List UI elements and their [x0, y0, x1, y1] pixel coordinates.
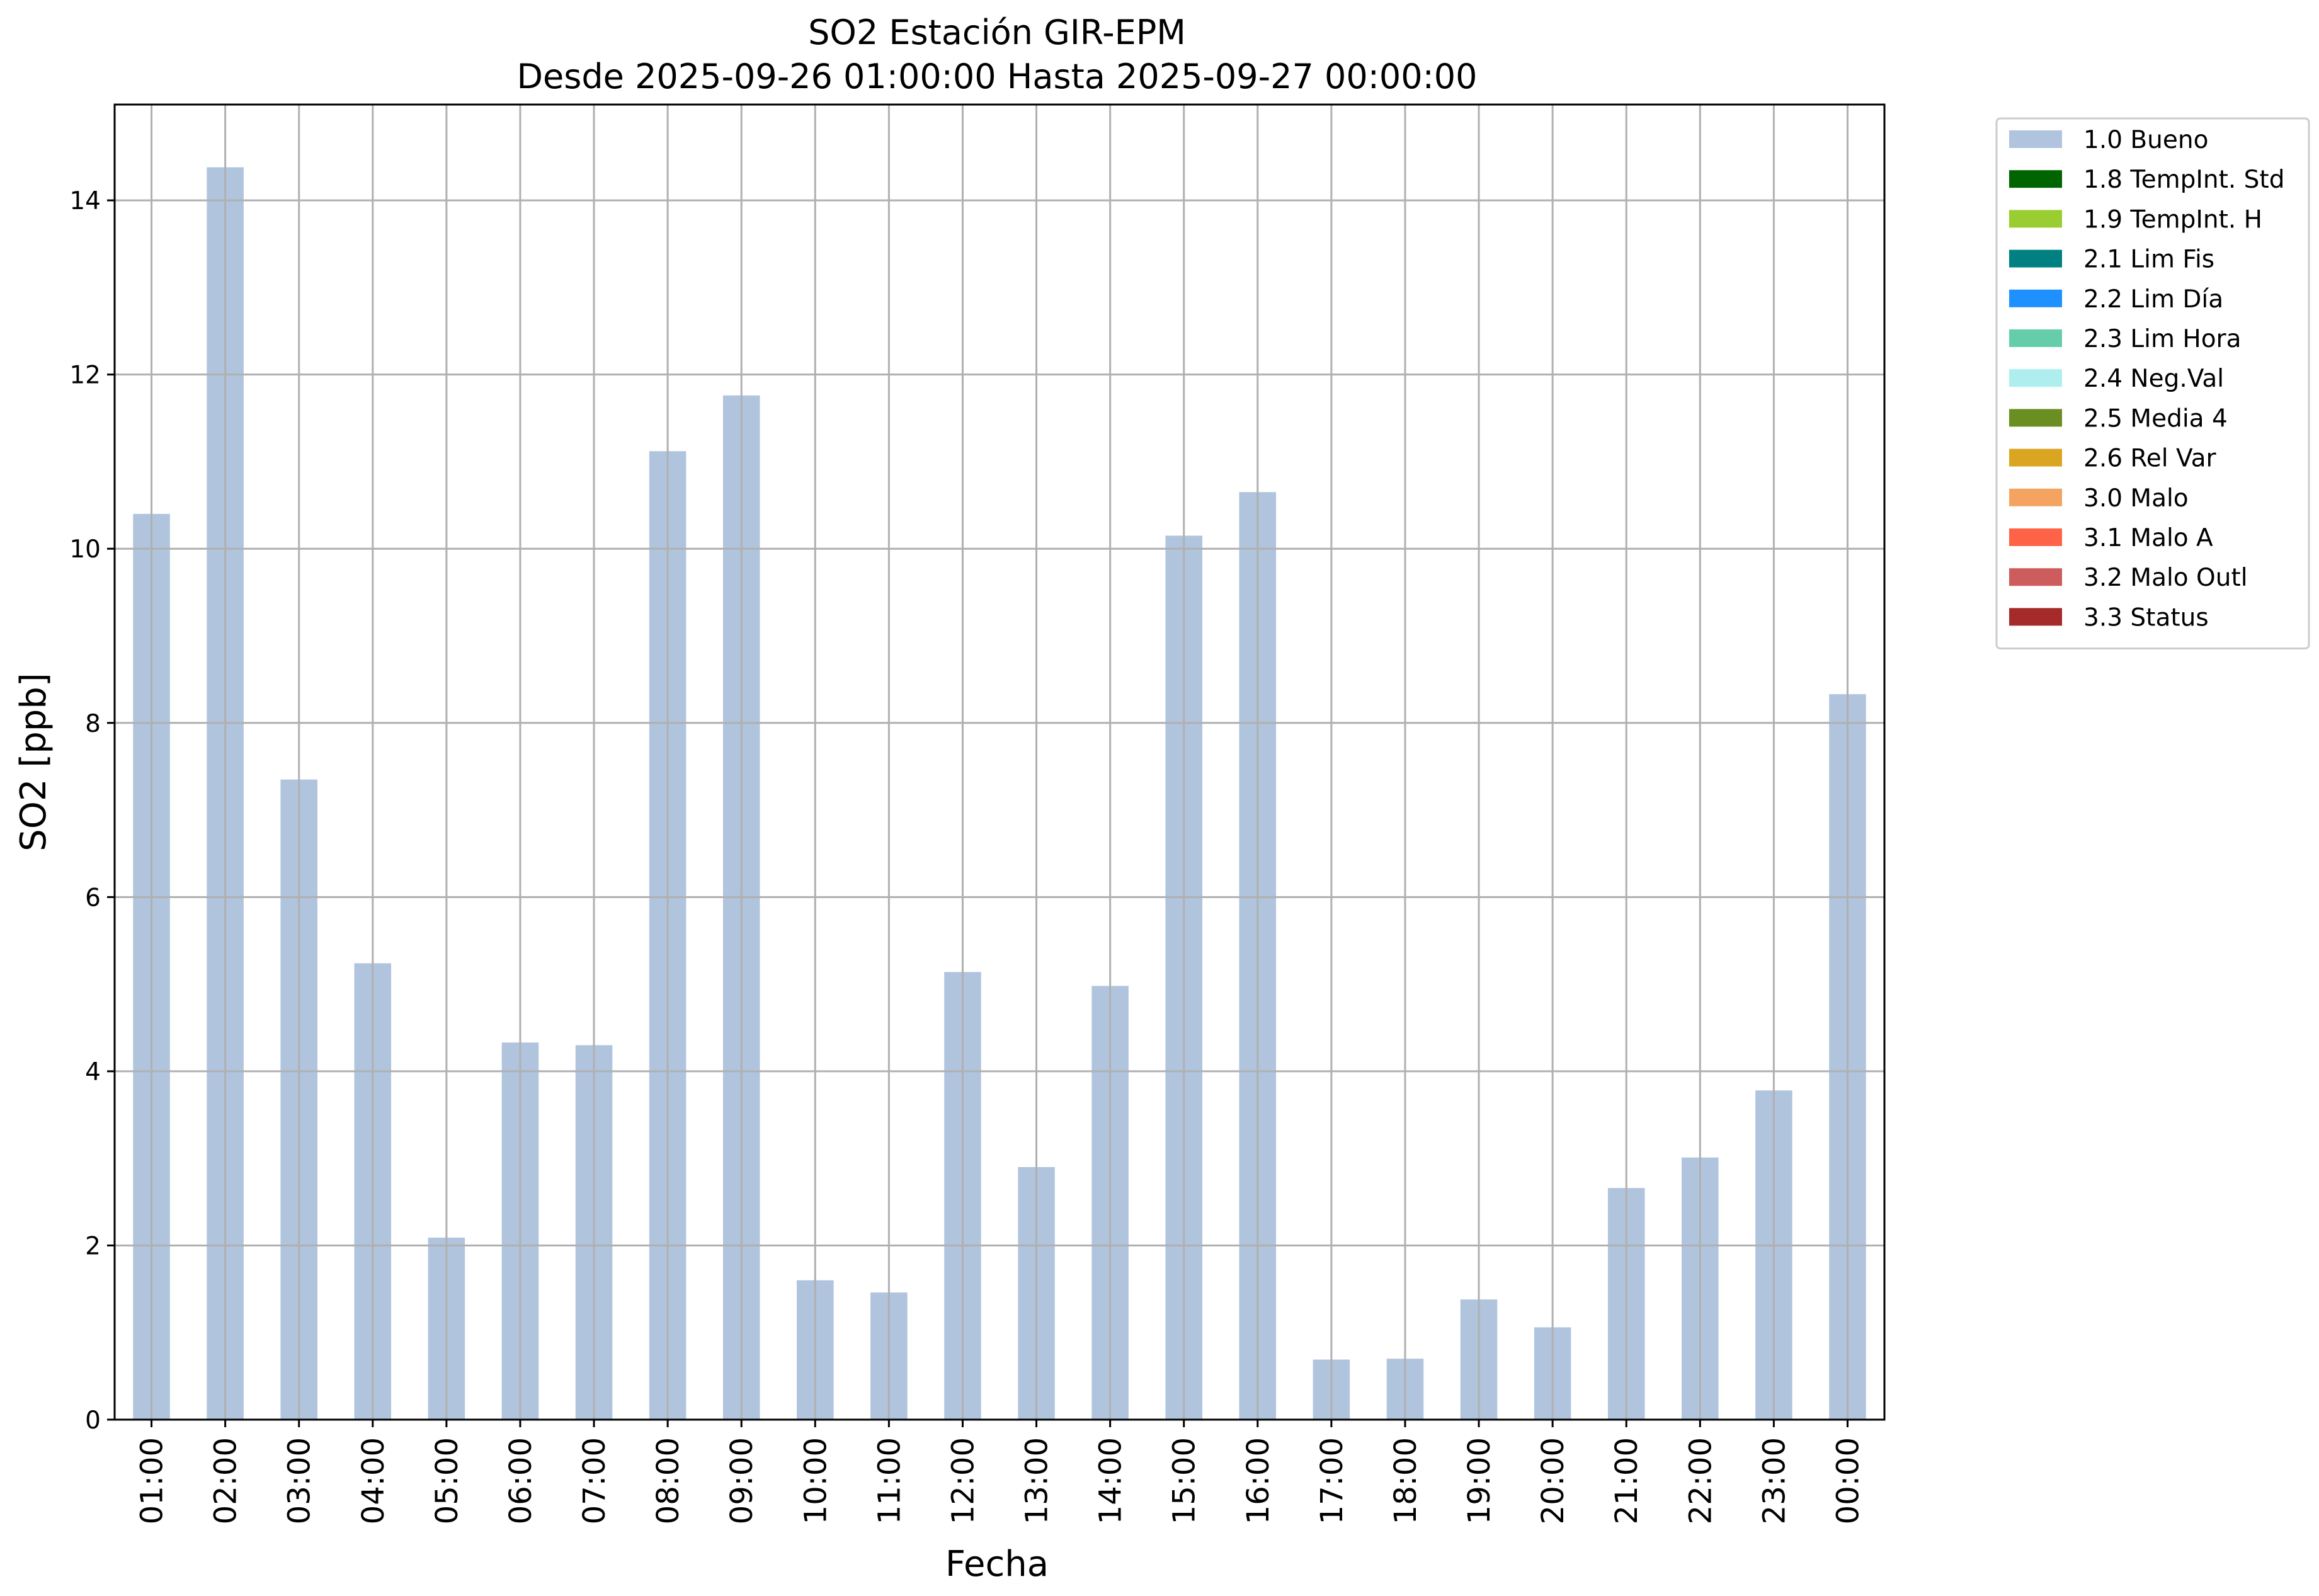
legend-label: 2.1 Lim Fis [2083, 246, 2214, 274]
x-tick-label-00:00: 00:00 [1830, 1437, 1866, 1524]
y-tick-label: 2 [85, 1232, 101, 1260]
y-axis-label: SO2 [ppb] [13, 673, 54, 851]
x-tick-label-18:00: 18:00 [1388, 1437, 1423, 1524]
legend-swatch [2009, 130, 2062, 148]
legend-label: 2.6 Rel Var [2083, 445, 2217, 473]
legend-label: 3.3 Status [2083, 603, 2209, 632]
x-tick-label-12:00: 12:00 [945, 1437, 981, 1524]
x-tick-label-10:00: 10:00 [798, 1437, 833, 1524]
y-axis-ticks: 0 2 4 6 8 10 12 14 [69, 187, 115, 1435]
legend-swatch [2009, 170, 2062, 188]
legend-swatch [2009, 289, 2062, 307]
y-tick-label: 10 [69, 535, 101, 564]
legend-label: 2.2 Lim Día [2083, 285, 2223, 314]
x-tick-label-21:00: 21:00 [1609, 1437, 1644, 1524]
x-tick-label-20:00: 20:00 [1536, 1437, 1571, 1524]
x-axis-ticks: 01:00 02:00 03:00 04:00 05:00 06:00 07:00 08:00… [135, 1420, 1866, 1524]
chart-title: SO2 Estación GIR-EPM [808, 13, 1186, 52]
chart-subtitle: Desde 2025-09-26 01:00:00 Hasta 2025-09-… [516, 57, 1477, 96]
legend-label: 2.5 Media 4 [2083, 404, 2228, 433]
plot-frame [113, 103, 1886, 1421]
legend-swatch [2009, 249, 2062, 268]
legend-swatch [2009, 409, 2062, 427]
legend-box [1995, 117, 2310, 650]
x-tick-label-06:00: 06:00 [503, 1437, 538, 1524]
legend-swatch [2009, 528, 2062, 546]
legend-label: 3.1 Malo A [2083, 524, 2213, 552]
y-tick-label: 12 [69, 362, 101, 390]
x-tick-label-14:00: 14:00 [1093, 1437, 1129, 1524]
x-tick-label-03:00: 03:00 [282, 1437, 317, 1524]
x-tick-label-01:00: 01:00 [135, 1437, 170, 1524]
legend-label: 1.0 Bueno [2083, 126, 2208, 154]
x-tick-label-02:00: 02:00 [208, 1437, 244, 1524]
legend-swatch [2009, 608, 2062, 626]
x-tick-label-19:00: 19:00 [1462, 1437, 1497, 1524]
plot-background [115, 105, 1884, 1420]
x-tick-label-13:00: 13:00 [1020, 1437, 1055, 1524]
y-tick-label: 8 [85, 710, 101, 738]
legend-label: 1.9 TempInt. H [2083, 205, 2262, 234]
legend-swatch [2009, 210, 2062, 228]
x-tick-label-11:00: 11:00 [872, 1437, 907, 1524]
x-tick-label-22:00: 22:00 [1683, 1437, 1718, 1524]
legend-label: 2.4 Neg.Val [2083, 365, 2224, 393]
legend-swatch [2009, 369, 2062, 387]
grid-lines [115, 105, 1884, 1421]
legend-swatch [2009, 488, 2062, 506]
legend-swatch [2009, 568, 2062, 586]
x-tick-label-15:00: 15:00 [1167, 1437, 1202, 1524]
plot-border [113, 103, 1886, 1421]
legend: 1.0 Bueno 1.8 TempInt. Std 1.9 TempInt. H 2… [1995, 117, 2310, 650]
y-tick-label: 0 [85, 1406, 101, 1435]
x-tick-label-09:00: 09:00 [724, 1437, 760, 1524]
y-tick-label: 6 [85, 884, 101, 912]
y-tick-label: 14 [69, 187, 101, 215]
plot-area [115, 105, 1884, 1420]
x-tick-label-17:00: 17:00 [1314, 1437, 1350, 1524]
x-tick-label-04:00: 04:00 [356, 1437, 391, 1524]
y-tick-label: 4 [85, 1058, 101, 1086]
x-axis-label: Fecha [945, 1544, 1049, 1585]
x-tick-label-07:00: 07:00 [577, 1437, 612, 1524]
legend-label: 2.3 Lim Hora [2083, 325, 2242, 353]
legend-label: 1.8 TempInt. Std [2083, 166, 2284, 194]
x-tick-label-05:00: 05:00 [430, 1437, 465, 1524]
legend-label: 3.2 Malo Outl [2083, 564, 2248, 592]
legend-label: 3.0 Malo [2083, 484, 2189, 513]
x-tick-label-08:00: 08:00 [651, 1437, 686, 1524]
legend-swatch [2009, 448, 2062, 467]
legend-swatch [2009, 329, 2062, 347]
x-tick-label-16:00: 16:00 [1241, 1437, 1276, 1524]
x-tick-label-23:00: 23:00 [1757, 1437, 1792, 1524]
